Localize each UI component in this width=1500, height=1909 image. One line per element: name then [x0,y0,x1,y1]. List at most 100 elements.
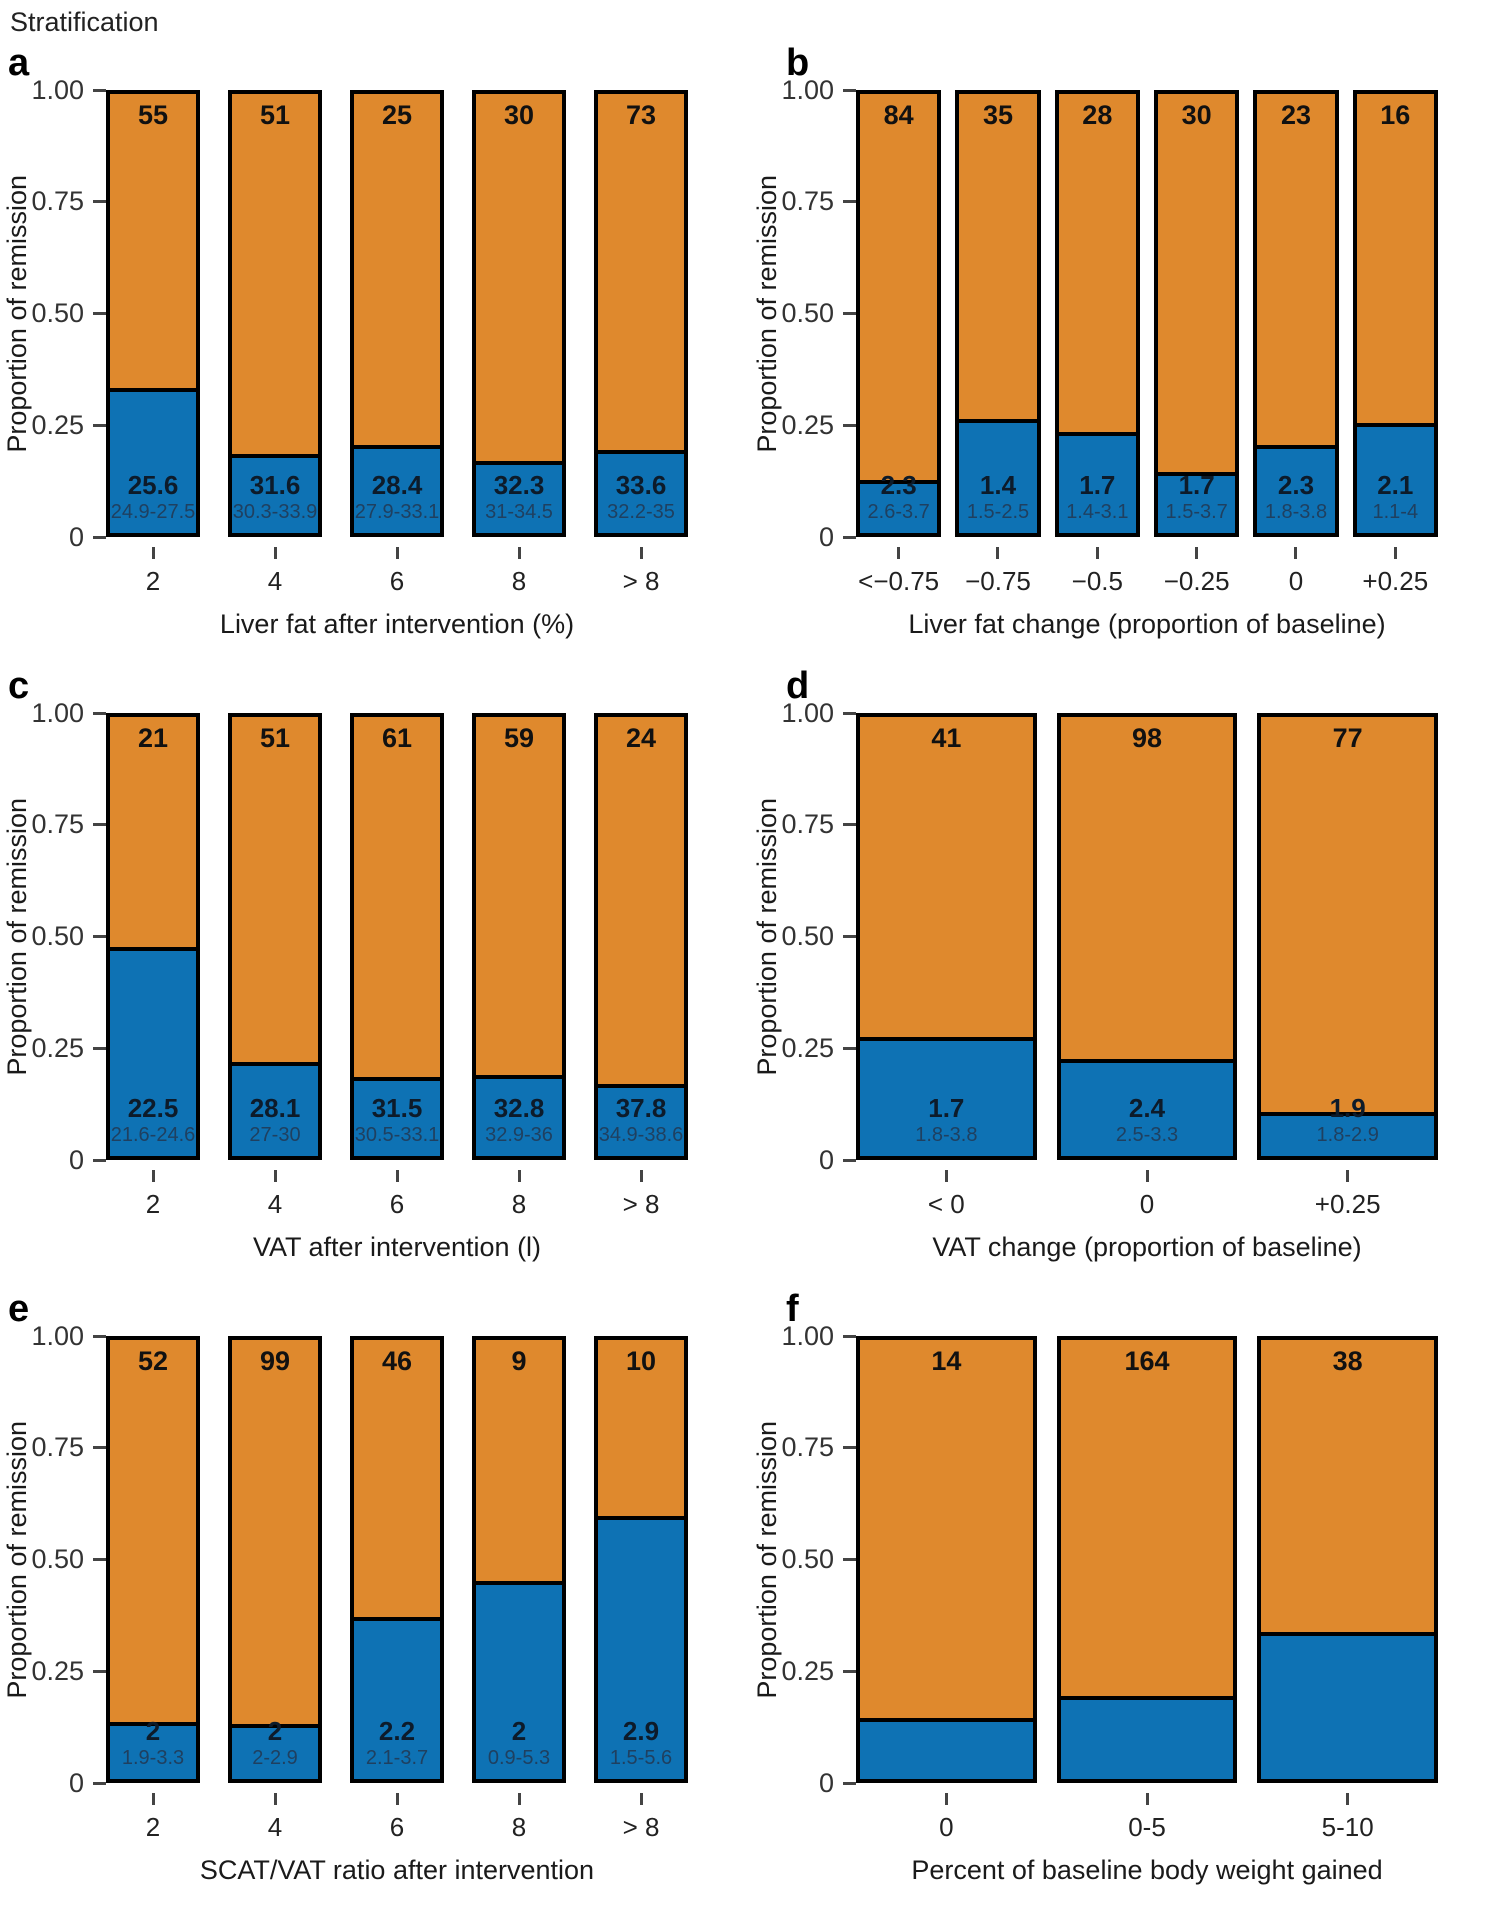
bar-value-label: 2 0.9-5.3 [472,1716,566,1770]
x-axis-title-e: SCAT/VAT ratio after intervention [199,1855,595,1885]
bar-value-label: 2.2 2.1-3.7 [350,1716,444,1770]
x-tick-mark [395,547,399,559]
bar-value: 2.4 [1128,1093,1166,1124]
bar-value: 1.9 [1329,1093,1366,1124]
figure-grid: a Proportion of remission 1.00 0.75 0.50 0.25… [0,40,1500,1909]
y-axis-label-text: Proportion of remission [751,174,782,453]
x-tick: 8 [472,1793,566,1843]
bar-count-label: 25 [381,100,413,130]
x-tick: 2 [106,1170,200,1220]
bar-value: 31.5 [371,1093,423,1124]
stacked-bar: 55 25.6 24.9-27.5 [106,90,200,537]
y-tick-mark [843,1158,856,1162]
bar-value-label: 28.1 27-30 [228,1093,322,1147]
bar-value-ci: 30.3-33.9 [232,501,318,523]
y-tick-mark [93,535,106,539]
x-tick-label: 2 [145,1189,161,1219]
panel-c: c Proportion of remission 1.00 0.75 0.50 0.25… [0,663,750,1286]
bar-value-label: 1.7 1.4-3.1 [1055,470,1140,524]
y-tick-label: 0.75 [31,1432,84,1463]
y-tick-mark [843,88,856,92]
panel-d: d Proportion of remission 1.00 0.75 0.50 0.25… [750,663,1500,1286]
x-tick-mark [517,547,521,559]
bar-value-ci: 1.4-3.1 [1066,501,1129,523]
x-tick-label: −0.75 [965,566,1031,596]
y-tick: 0.75 [31,186,106,216]
y-tick: 0.25 [781,1033,856,1063]
y-tick-label: 0 [68,1767,84,1798]
bar-value: 37.8 [615,1093,667,1124]
x-tick: > 8 [594,547,688,597]
bar-count-label: 21 [137,723,169,753]
bar-value-ci: 21.6-24.6 [110,1124,196,1146]
x-tick-mark [517,1793,521,1805]
bar-value-ci: 30.5-33.1 [354,1124,440,1146]
bar-value-ci: 32.2-35 [607,501,675,523]
x-axis-title-d: VAT change (proportion of baseline) [932,1232,1362,1262]
no-remission-segment [110,1721,196,1779]
stacked-bar: 46 2.2 2.1-3.7 [350,1336,444,1783]
bar-count-label: 30 [503,100,535,130]
y-tick: 0.25 [781,1656,856,1686]
bar-value-label: 2.1 1.1-4 [1353,470,1438,524]
y-axis-label-text: Proportion of remission [751,797,782,1076]
y-tick: 1.00 [781,1321,856,1351]
y-axis-label-text: Proportion of remission [1,1420,32,1699]
y-axis: 1.00 0.75 0.50 0.25 0 [781,75,856,552]
x-tick-label: > 8 [622,566,660,596]
y-tick: 1.00 [781,698,856,728]
stacked-bar: 9 2 0.9-5.3 [472,1336,566,1783]
plot-area-f: 14 164 38 [856,1336,1439,1783]
bar-value-ci: 2.1-3.7 [365,1747,429,1769]
y-tick: 0 [819,1145,856,1175]
y-tick: 0.25 [31,410,106,440]
bar-value-ci: 32.9-36 [485,1124,553,1146]
y-tick: 1.00 [31,1321,106,1351]
bar-value: 1.4 [979,470,1017,501]
y-axis-label: Proportion of remission [0,1336,34,1783]
bar-count-label: 9 [511,1346,527,1376]
bar-count-label: 59 [503,723,535,753]
y-tick-mark [843,423,856,427]
bar-value: 32.8 [493,1093,545,1124]
x-tick-mark [1145,1170,1149,1182]
chart-d: Proportion of remission 1.00 0.75 0.50 0.25 0… [750,698,1439,1175]
no-remission-segment [476,1074,562,1156]
x-tick-mark [639,1170,643,1182]
y-tick: 0 [68,1767,106,1798]
y-tick-mark [843,312,856,315]
bar-value-label: 32.3 31-34.5 [472,470,566,524]
bar-value-ci: 2-2.9 [252,1747,298,1769]
x-tick-label: < 0 [927,1189,965,1219]
x-tick-label: 4 [267,1812,283,1842]
bar-value: 2 [145,1716,161,1747]
plot-area-b: 84 2.3 2.6-3.7 35 1.4 1.5-2.5 28 1.7 1.4-3.1 30 1.… [856,90,1438,537]
y-tick-label: 0.50 [31,921,84,951]
stacked-bar: 51 31.6 30.3-33.9 [228,90,322,537]
y-tick-mark [843,200,856,204]
x-tick-label: 0 [1139,1189,1155,1219]
x-tick-label: 4 [267,566,283,596]
bar-value: 2 [267,1716,283,1747]
no-remission-segment [1058,432,1136,533]
y-tick: 1.00 [31,75,106,105]
x-tick: 8 [472,1170,566,1220]
y-tick-mark [843,1334,856,1338]
y-tick-mark [93,200,106,204]
x-tick-label: 8 [511,1189,527,1219]
y-axis: 1.00 0.75 0.50 0.25 0 [781,698,856,1175]
stacked-bar: 61 31.5 30.5-33.1 [350,713,444,1160]
no-remission-segment [476,1581,562,1779]
x-axis-e: 2 4 6 8 > 8 [106,1793,688,1843]
bar-value-label: 1.4 1.5-2.5 [955,470,1040,524]
bar-value-label: 2.9 1.5-5.6 [594,1716,688,1770]
x-tick-label: 2 [145,566,161,596]
x-tick-mark [151,1793,155,1805]
no-remission-segment [1261,1112,1435,1156]
no-remission-segment [1060,1695,1234,1779]
y-tick-label: 0 [68,1144,84,1175]
no-remission-segment [232,1724,318,1779]
x-tick-mark [639,1793,643,1805]
y-tick: 1.00 [781,75,856,105]
bar-value-ci: 1.9-3.3 [121,1747,185,1769]
